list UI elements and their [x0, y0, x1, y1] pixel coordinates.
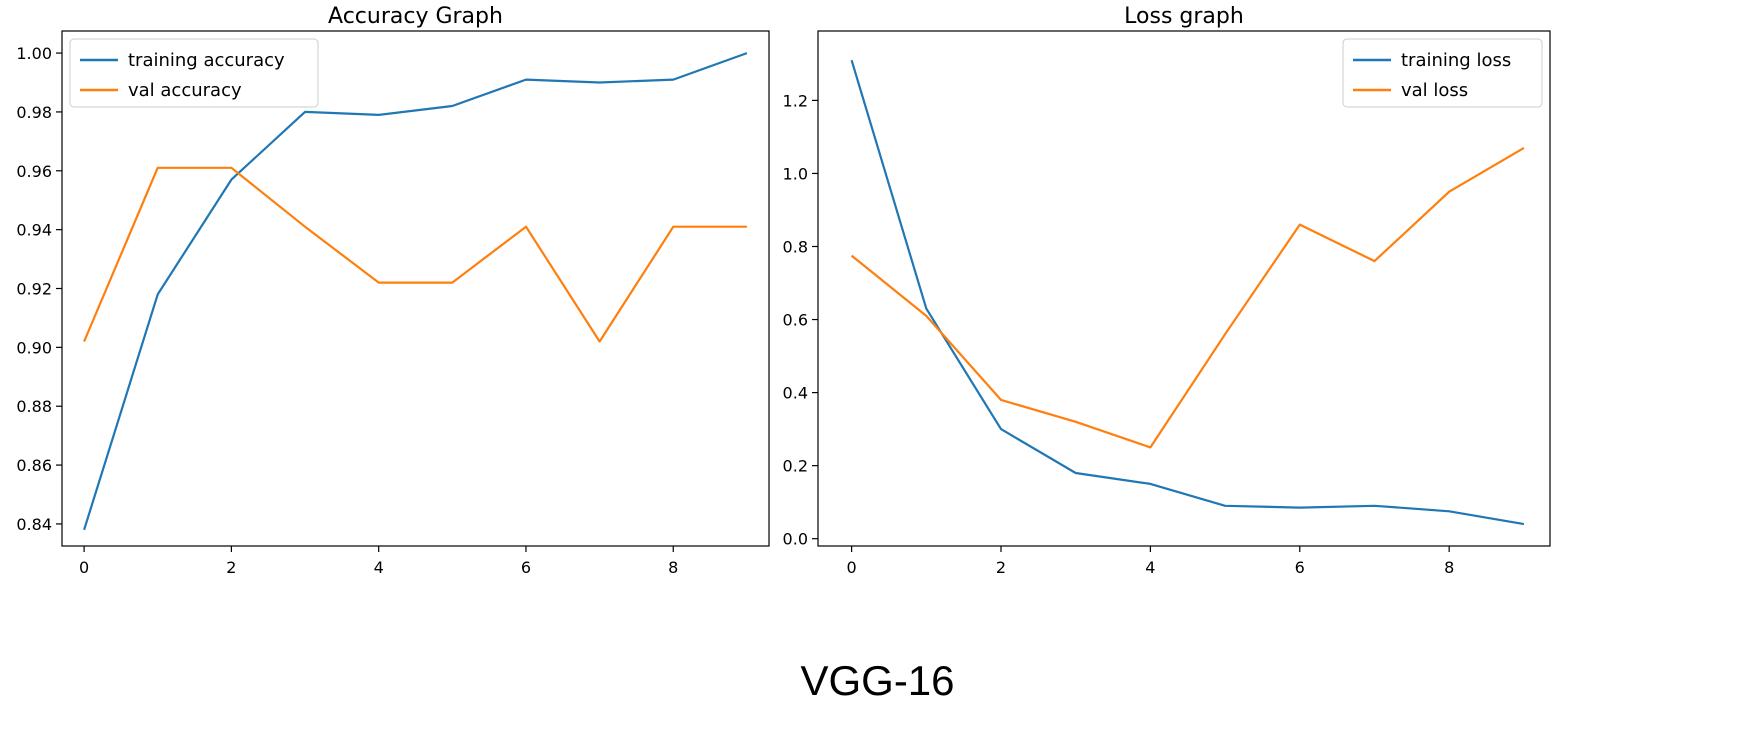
loss-x-tick-label: 4	[1145, 558, 1155, 577]
loss-y-tick-label: 0.0	[783, 530, 808, 549]
loss-y-tick-label: 0.8	[783, 237, 808, 256]
loss-x-tick-label: 0	[847, 558, 857, 577]
accuracy-y-tick-label: 0.86	[16, 456, 52, 475]
loss-legend-label-val: val loss	[1401, 80, 1468, 101]
accuracy-y-tick-label: 1.00	[16, 44, 52, 63]
accuracy-y-tick-label: 0.98	[16, 103, 52, 122]
accuracy-axes-frame	[61, 30, 770, 547]
loss-x-tick-label: 2	[996, 558, 1006, 577]
loss-series-line-val	[850, 146, 1525, 449]
accuracy-series-line-training	[83, 52, 748, 531]
loss-legend-box	[1342, 38, 1543, 108]
loss-y-tick-label: 1.2	[783, 91, 808, 110]
accuracy-y-tick-label: 0.92	[16, 280, 52, 299]
loss-y-tick-label: 0.4	[783, 384, 808, 403]
loss-x-tick-label: 8	[1444, 558, 1454, 577]
accuracy-series-line-val	[83, 166, 747, 343]
accuracy-y-tick-label: 0.94	[16, 221, 52, 240]
accuracy-legend-label-training: training accuracy	[128, 50, 285, 71]
loss-legend: training loss val loss	[1342, 38, 1543, 108]
accuracy-chart-title: Accuracy Graph	[328, 4, 503, 29]
accuracy-x-tick-label: 0	[79, 558, 89, 577]
accuracy-x-tick-label: 6	[521, 558, 531, 577]
loss-series-line-training	[850, 59, 1525, 526]
loss-legend-label-training: training loss	[1401, 50, 1511, 71]
loss-y-tick-label: 0.6	[783, 311, 808, 330]
accuracy-legend-label-val: val accuracy	[128, 80, 242, 101]
accuracy-y-tick-label: 0.90	[16, 338, 52, 357]
accuracy-chart: Accuracy Graph 0 2 4 6 8 0.84 0.86 0.88 0.90 0.92 0…	[16, 4, 770, 577]
accuracy-x-tick-label: 4	[374, 558, 384, 577]
loss-y-tick-label: 0.2	[783, 457, 808, 476]
accuracy-y-tick-label: 0.88	[16, 397, 52, 416]
accuracy-legend: training accuracy val accuracy	[69, 38, 319, 108]
loss-chart-title: Loss graph	[1124, 4, 1244, 29]
loss-axes-frame	[817, 30, 1551, 547]
figure-caption: VGG-16	[800, 657, 955, 704]
accuracy-legend-box	[69, 38, 319, 108]
loss-y-tick-label: 1.0	[783, 164, 808, 183]
accuracy-x-tick-label: 2	[226, 558, 236, 577]
loss-x-tick-label: 6	[1295, 558, 1305, 577]
accuracy-y-tick-label: 0.96	[16, 162, 52, 181]
accuracy-y-tick-label: 0.84	[16, 515, 52, 534]
loss-chart: Loss graph 0 2 4 6 8 0.0 0.2 0.4 0.6 0.8 1.0 1.2 trai…	[783, 4, 1551, 577]
accuracy-x-tick-label: 8	[668, 558, 678, 577]
